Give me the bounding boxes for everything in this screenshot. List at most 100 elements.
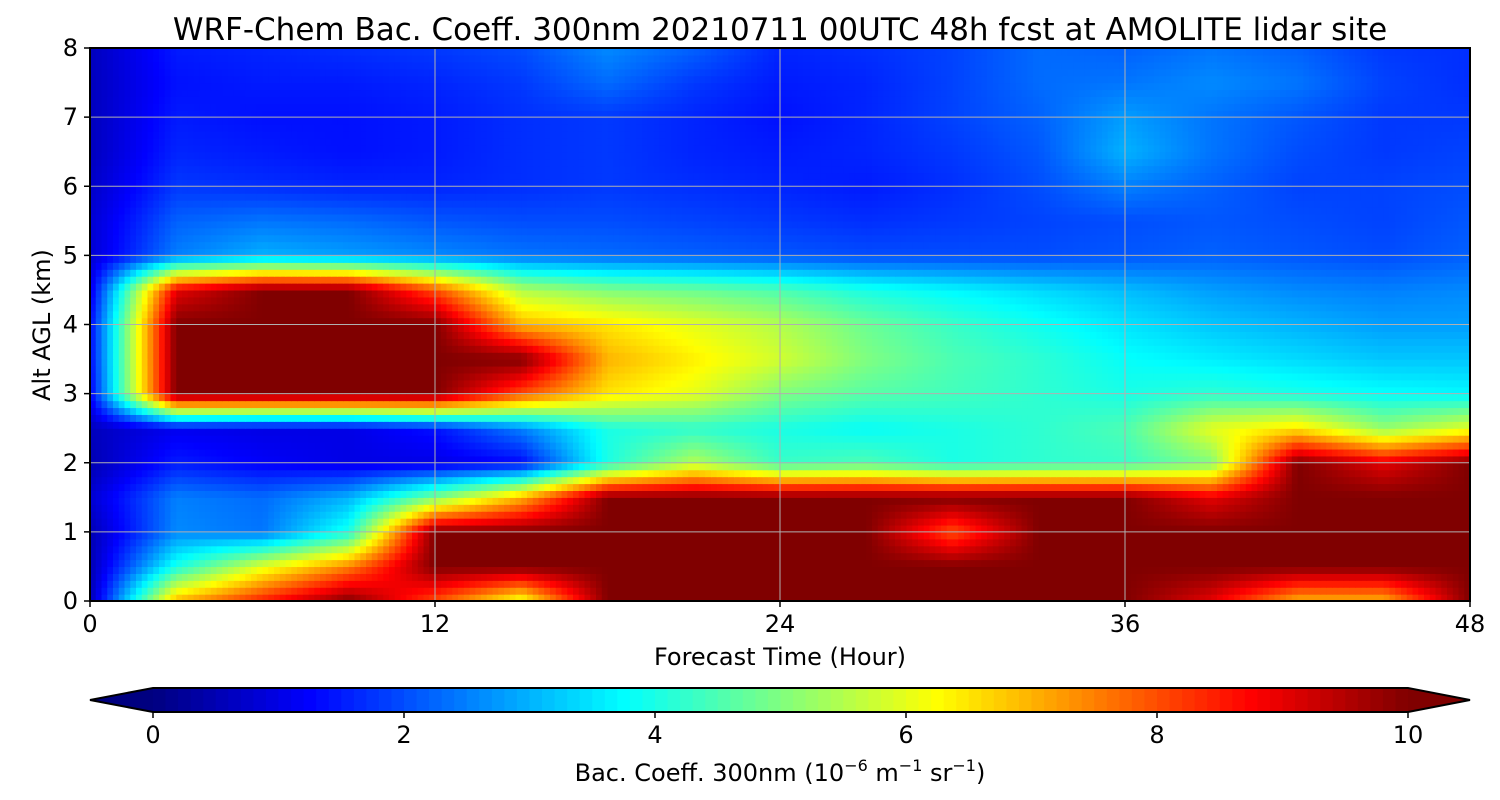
heatmap-cell bbox=[877, 573, 885, 581]
heatmap-cell bbox=[1176, 580, 1184, 588]
heatmap-cell bbox=[113, 580, 120, 588]
heatmap-cell bbox=[1073, 490, 1080, 498]
heatmap-cell bbox=[1004, 573, 1011, 581]
heatmap-cell bbox=[946, 594, 954, 601]
heatmap-cell bbox=[446, 504, 453, 512]
heatmap-cell bbox=[1257, 476, 1264, 485]
heatmap-cell bbox=[1217, 511, 1224, 519]
heatmap-cell bbox=[383, 462, 390, 471]
heatmap-cell bbox=[613, 566, 620, 574]
heatmap-cell bbox=[256, 455, 264, 464]
heatmap-cell bbox=[941, 566, 948, 574]
heatmap-cell bbox=[1171, 587, 1178, 595]
heatmap-cell bbox=[1102, 559, 1109, 568]
heatmap-cell bbox=[343, 511, 350, 519]
heatmap-cell bbox=[613, 483, 620, 491]
heatmap-cell bbox=[1205, 497, 1212, 505]
heatmap-cell bbox=[1349, 545, 1356, 554]
heatmap-cell bbox=[1360, 497, 1368, 505]
heatmap-cell bbox=[337, 518, 344, 526]
heatmap-cell bbox=[555, 483, 563, 491]
heatmap-cell bbox=[1429, 518, 1437, 526]
heatmap-cell bbox=[371, 566, 379, 574]
heatmap-cell bbox=[1136, 531, 1143, 540]
heatmap-cell bbox=[239, 573, 246, 581]
heatmap-cell bbox=[354, 559, 361, 568]
heatmap-cell bbox=[308, 545, 315, 554]
heatmap-cell bbox=[1251, 483, 1258, 491]
heatmap-cell bbox=[866, 490, 873, 498]
heatmap-cell bbox=[486, 594, 494, 601]
heatmap-cell bbox=[860, 538, 867, 547]
heatmap-cell bbox=[665, 455, 672, 464]
heatmap-cell bbox=[843, 573, 850, 581]
heatmap-cell bbox=[1050, 566, 1057, 574]
heatmap-cell bbox=[676, 594, 683, 601]
heatmap-cell bbox=[1027, 518, 1034, 526]
heatmap-cell bbox=[331, 483, 338, 491]
heatmap-cell bbox=[394, 580, 402, 588]
heatmap-cell bbox=[1360, 504, 1368, 512]
heatmap-cell bbox=[1033, 552, 1040, 561]
heatmap-cell bbox=[1113, 566, 1120, 574]
heatmap-cell bbox=[113, 462, 120, 471]
heatmap-cell bbox=[469, 455, 476, 464]
heatmap-cell bbox=[274, 545, 281, 554]
heatmap-cell bbox=[1383, 497, 1391, 505]
heatmap-cell bbox=[1102, 504, 1109, 512]
heatmap-cell bbox=[1102, 483, 1109, 491]
heatmap-cell bbox=[837, 483, 844, 491]
heatmap-cell bbox=[469, 518, 476, 526]
heatmap-cell bbox=[872, 511, 879, 519]
heatmap-cell bbox=[1188, 469, 1195, 478]
heatmap-cell bbox=[992, 483, 1000, 491]
heatmap-cell bbox=[532, 538, 540, 547]
heatmap-cell bbox=[665, 566, 672, 574]
heatmap-cell bbox=[774, 511, 781, 519]
heatmap-cell bbox=[1366, 524, 1373, 533]
heatmap-cell bbox=[797, 497, 804, 505]
heatmap-cell bbox=[130, 518, 137, 526]
heatmap-cell bbox=[952, 483, 959, 491]
heatmap-cell bbox=[1107, 483, 1115, 491]
heatmap-cell bbox=[682, 594, 689, 601]
heatmap-cell bbox=[975, 587, 982, 595]
heatmap-cell bbox=[360, 490, 367, 498]
heatmap-cell bbox=[124, 580, 131, 588]
heatmap-cell bbox=[1263, 594, 1270, 601]
heatmap-cell bbox=[187, 580, 195, 588]
heatmap-cell bbox=[711, 518, 718, 526]
heatmap-cell bbox=[849, 490, 856, 498]
heatmap-cell bbox=[1222, 531, 1230, 540]
heatmap-cell bbox=[1125, 580, 1132, 588]
heatmap-cell bbox=[613, 469, 620, 478]
heatmap-cell bbox=[596, 559, 603, 568]
heatmap-cell bbox=[774, 490, 781, 498]
heatmap-cell bbox=[492, 587, 499, 595]
heatmap-cell bbox=[550, 469, 557, 478]
heatmap-cell bbox=[624, 552, 632, 561]
heatmap-cell bbox=[504, 518, 511, 526]
heatmap-cell bbox=[515, 469, 522, 478]
heatmap-cell bbox=[1010, 483, 1017, 491]
heatmap-cell bbox=[440, 587, 448, 595]
heatmap-cell bbox=[1326, 511, 1333, 519]
heatmap-cell bbox=[1314, 469, 1322, 478]
heatmap-cell bbox=[837, 524, 844, 533]
heatmap-cell bbox=[348, 518, 356, 526]
heatmap-cell bbox=[785, 483, 793, 491]
heatmap-cell bbox=[1280, 587, 1287, 595]
heatmap-cell bbox=[780, 469, 787, 478]
heatmap-cell bbox=[912, 531, 919, 540]
heatmap-cell bbox=[532, 504, 540, 512]
heatmap-cell bbox=[958, 545, 965, 554]
heatmap-cell bbox=[1389, 580, 1396, 588]
heatmap-cell bbox=[555, 504, 563, 512]
heatmap-cell bbox=[768, 531, 775, 540]
heatmap-cell bbox=[458, 462, 465, 471]
heatmap-cell bbox=[509, 594, 517, 601]
heatmap-cell bbox=[440, 462, 448, 471]
heatmap-cell bbox=[849, 552, 856, 561]
heatmap-cell bbox=[1424, 483, 1431, 491]
heatmap-cell bbox=[1268, 552, 1276, 561]
